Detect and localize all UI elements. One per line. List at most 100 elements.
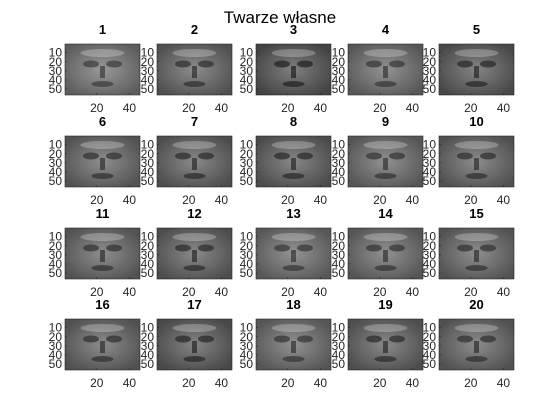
y-tick-label: 50 bbox=[423, 357, 437, 371]
face-feature bbox=[291, 250, 296, 262]
y-tick-label: 10 bbox=[141, 138, 155, 152]
face-feature bbox=[366, 152, 382, 160]
figure-title: Twarze własne bbox=[223, 8, 337, 27]
face-feature bbox=[274, 60, 290, 68]
y-tick-label: 50 bbox=[423, 82, 437, 96]
panel-title: 12 bbox=[187, 206, 202, 221]
face-feature bbox=[192, 341, 197, 353]
face-feature bbox=[282, 81, 305, 87]
y-tick-label: 40 bbox=[423, 257, 437, 271]
y-tick-label: 40 bbox=[141, 73, 155, 87]
y-tick-label: 40 bbox=[332, 348, 346, 362]
x-tick-label: 40 bbox=[406, 285, 420, 299]
y-tick-label: 20 bbox=[49, 147, 63, 161]
face-feature bbox=[389, 335, 405, 343]
panel-title: 2 bbox=[190, 22, 199, 37]
face-feature bbox=[91, 265, 114, 271]
face-feature bbox=[465, 265, 488, 271]
face-feature bbox=[457, 60, 473, 68]
y-tick-label: 30 bbox=[332, 156, 346, 170]
face-highlight bbox=[454, 233, 499, 241]
face-feature bbox=[457, 335, 473, 343]
y-tick-label: 40 bbox=[423, 165, 437, 179]
face-highlight bbox=[80, 141, 125, 149]
face-feature bbox=[175, 335, 191, 343]
panel-title: 8 bbox=[289, 114, 298, 129]
y-tick-label: 10 bbox=[332, 46, 346, 60]
face-feature bbox=[282, 265, 305, 271]
face-feature bbox=[480, 244, 496, 252]
face-feature bbox=[83, 60, 99, 68]
face-feature bbox=[192, 158, 197, 170]
x-tick-label: 20 bbox=[281, 285, 295, 299]
x-tick-label: 20 bbox=[464, 376, 478, 390]
panel-title: 3 bbox=[289, 22, 298, 37]
axes-box bbox=[156, 318, 233, 371]
x-tick-label: 20 bbox=[182, 101, 196, 115]
x-tick-label: 40 bbox=[123, 193, 137, 207]
y-tick-label: 20 bbox=[332, 330, 346, 344]
axes-box bbox=[156, 227, 233, 280]
y-tick-label: 30 bbox=[332, 64, 346, 78]
face-feature bbox=[474, 158, 479, 170]
y-tick-label: 10 bbox=[332, 321, 346, 335]
panel-title: 6 bbox=[98, 114, 107, 129]
y-tick-label: 30 bbox=[141, 64, 155, 78]
y-tick-label: 10 bbox=[423, 138, 437, 152]
y-tick-label: 40 bbox=[240, 73, 254, 87]
face-highlight bbox=[363, 49, 408, 57]
y-tick-label: 50 bbox=[141, 174, 155, 188]
y-tick-label: 20 bbox=[141, 330, 155, 344]
axes-box bbox=[156, 43, 233, 96]
face-feature bbox=[389, 60, 405, 68]
panel-title: 19 bbox=[378, 297, 393, 312]
face-feature bbox=[100, 66, 105, 78]
y-tick-label: 50 bbox=[49, 266, 63, 280]
x-tick-label: 40 bbox=[314, 376, 328, 390]
x-tick-label: 20 bbox=[373, 193, 387, 207]
face-feature bbox=[383, 158, 388, 170]
y-tick-label: 20 bbox=[141, 147, 155, 161]
y-tick-label: 10 bbox=[141, 230, 155, 244]
panel-title: 9 bbox=[381, 114, 390, 129]
face-feature bbox=[91, 356, 114, 362]
x-tick-label: 20 bbox=[90, 285, 104, 299]
y-tick-label: 10 bbox=[423, 321, 437, 335]
face-feature bbox=[183, 356, 206, 362]
x-tick-label: 40 bbox=[123, 101, 137, 115]
face-feature bbox=[480, 152, 496, 160]
y-tick-label: 20 bbox=[141, 239, 155, 253]
face-feature bbox=[83, 152, 99, 160]
panel-title: 5 bbox=[472, 22, 481, 37]
panel-title: 16 bbox=[95, 297, 110, 312]
face-highlight bbox=[80, 233, 125, 241]
axes-box bbox=[347, 135, 424, 188]
face-feature bbox=[366, 60, 382, 68]
face-feature bbox=[366, 335, 382, 343]
y-tick-label: 10 bbox=[141, 321, 155, 335]
x-tick-label: 40 bbox=[123, 376, 137, 390]
y-tick-label: 50 bbox=[240, 266, 254, 280]
y-tick-label: 50 bbox=[332, 357, 346, 371]
face-feature bbox=[291, 66, 296, 78]
face-feature bbox=[297, 335, 313, 343]
y-tick-label: 20 bbox=[423, 147, 437, 161]
face-highlight bbox=[172, 324, 217, 332]
face-highlight bbox=[80, 324, 125, 332]
face-feature bbox=[282, 356, 305, 362]
y-tick-label: 20 bbox=[49, 55, 63, 69]
y-tick-label: 20 bbox=[332, 239, 346, 253]
